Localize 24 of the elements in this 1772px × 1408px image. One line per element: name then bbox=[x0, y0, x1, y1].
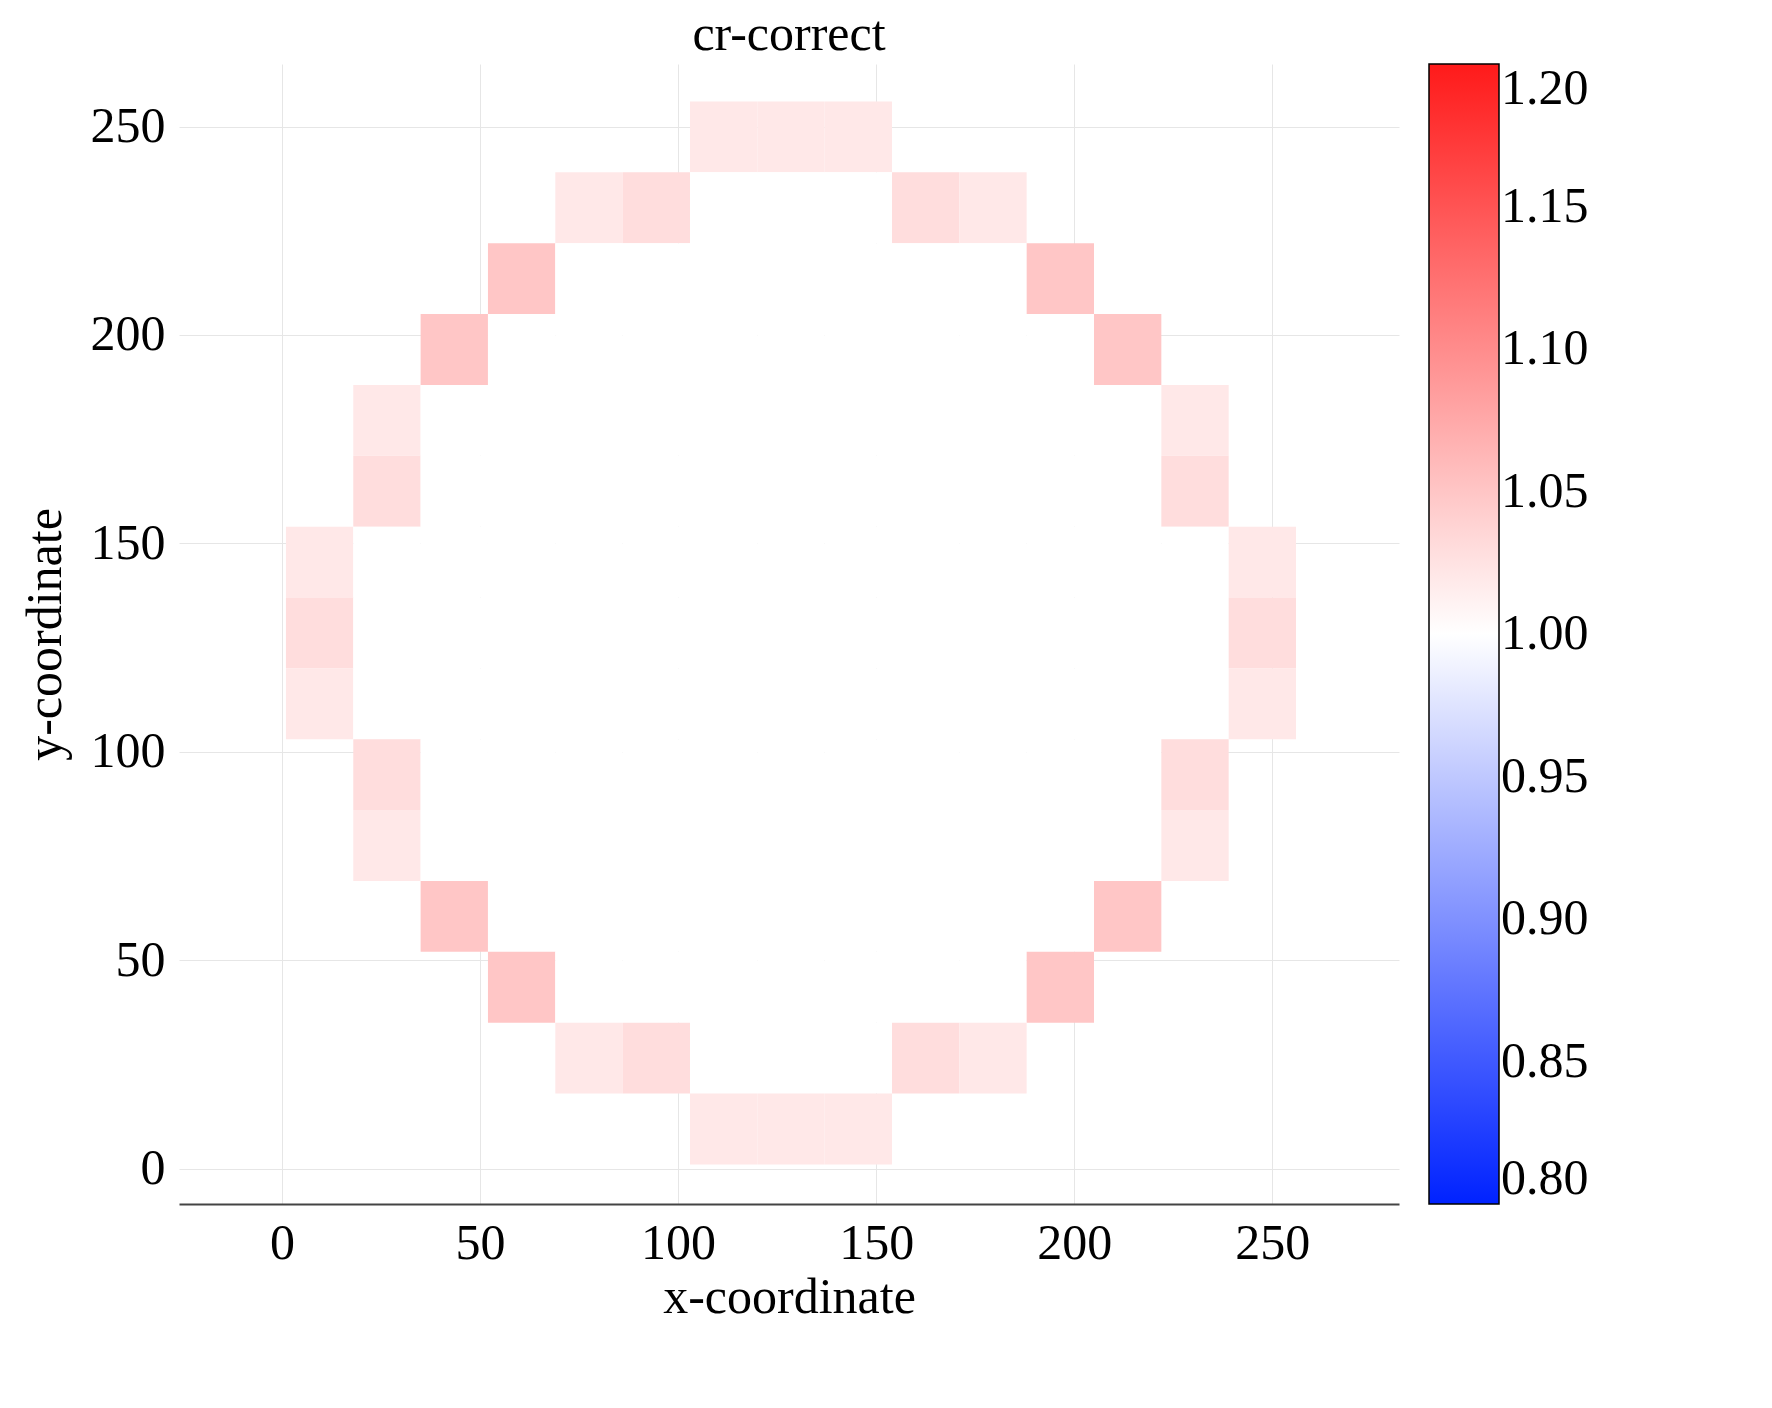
color-bar-label: 0.80 bbox=[1501, 1149, 1589, 1205]
color-bar-label: 0.95 bbox=[1501, 746, 1589, 803]
x-tick-label: 250 bbox=[1235, 1213, 1311, 1270]
y-tick-label: 50 bbox=[115, 930, 166, 987]
y-tick-label: 200 bbox=[90, 305, 166, 362]
x-tick-label: 0 bbox=[269, 1213, 295, 1270]
x-axis-title: x-coordinate bbox=[663, 1267, 916, 1324]
color-bar-label: 1.05 bbox=[1501, 461, 1589, 518]
y-tick-label: 250 bbox=[90, 97, 166, 154]
x-tick-label: 200 bbox=[1037, 1213, 1113, 1270]
chart-title: cr-correct bbox=[692, 5, 886, 61]
x-tick-label: 50 bbox=[455, 1213, 506, 1270]
y-tick-label: 100 bbox=[90, 722, 166, 779]
x-tick-label: 100 bbox=[641, 1213, 717, 1270]
y-axis-title: y-coordinate bbox=[15, 508, 72, 761]
color-bar-label: 1.15 bbox=[1501, 176, 1589, 233]
y-tick-label: 0 bbox=[140, 1139, 166, 1196]
color-bar-label: 0.85 bbox=[1501, 1031, 1589, 1088]
color-bar-label: 1.00 bbox=[1501, 604, 1589, 660]
color-bar-label: 0.90 bbox=[1501, 889, 1589, 945]
color-bar-label: 1.10 bbox=[1501, 319, 1589, 375]
color-bar-label: 1.20 bbox=[1501, 59, 1589, 115]
y-tick-label: 150 bbox=[90, 513, 166, 570]
x-tick-label: 150 bbox=[839, 1213, 915, 1270]
